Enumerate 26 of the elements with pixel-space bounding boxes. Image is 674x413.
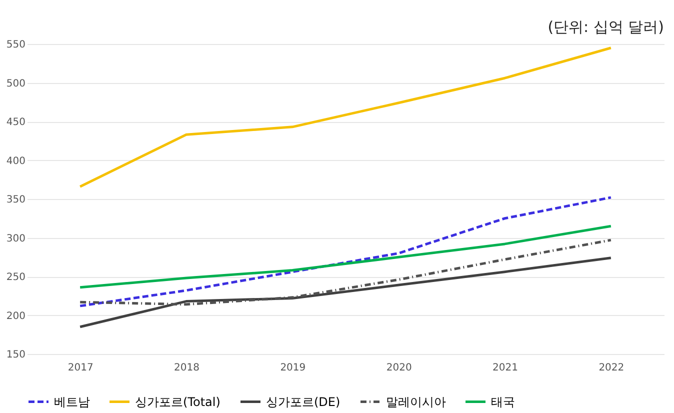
x-tick-label: 2017 <box>68 362 94 374</box>
legend-label: 베트남 <box>54 394 90 409</box>
text: (단위: 십억 달러) <box>548 18 664 36</box>
legend-label: 싱가포르(DE) <box>266 394 340 409</box>
y-tick-label: 450 <box>6 117 26 128</box>
x-tick-label: 2021 <box>492 362 518 374</box>
x-tick-label: 2019 <box>280 362 306 374</box>
x-tick-label: 2022 <box>598 362 624 374</box>
line-series <box>78 224 612 289</box>
legend-label: 싱가포르(Total) <box>135 394 220 409</box>
x-tick-label: 2018 <box>174 362 200 374</box>
line-series <box>78 238 612 306</box>
y-tick-label: 550 <box>6 40 26 50</box>
line-series <box>78 46 612 188</box>
legend-label: 태국 <box>491 394 515 409</box>
y-tick-label: 500 <box>6 78 26 90</box>
y-tick-label: 250 <box>6 272 26 283</box>
legend-label: 말레이시아 <box>386 394 446 409</box>
y-tick-label: 350 <box>6 194 26 206</box>
y-tick-label: 400 <box>6 156 26 167</box>
line-series <box>78 256 612 328</box>
line-series <box>78 196 612 308</box>
y-tick-label: 300 <box>6 233 26 244</box>
y-tick-label: 200 <box>6 310 26 322</box>
y-tick-label: 150 <box>6 350 26 360</box>
x-tick-label: 2020 <box>386 362 412 374</box>
